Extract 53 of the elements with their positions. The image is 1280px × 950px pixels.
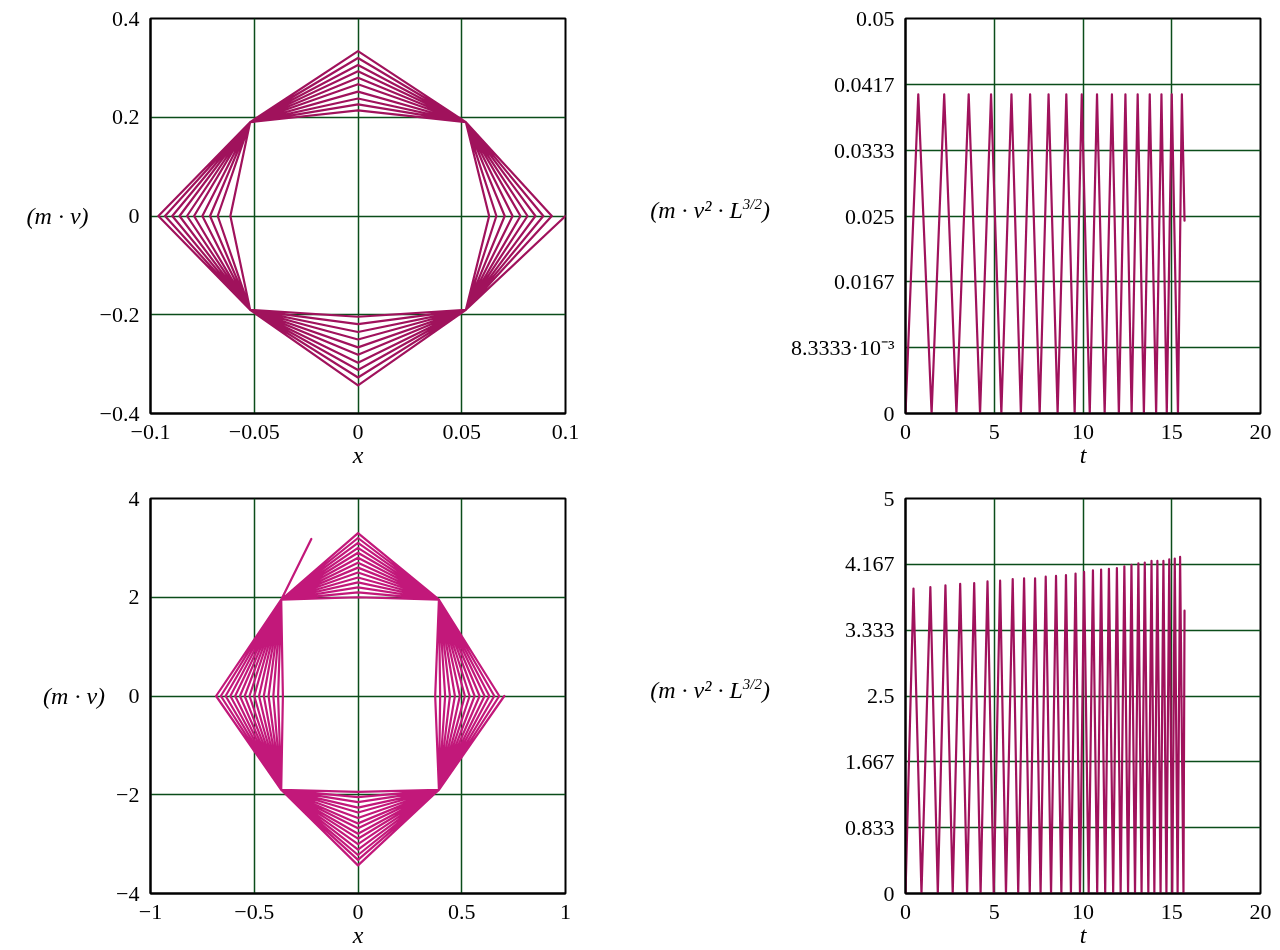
y-axis-title: (m · v² · L$^{3/2}$): [650, 674, 770, 705]
y-tick-label: 0.0333: [834, 137, 895, 163]
x-tick-label: 15: [1160, 898, 1183, 924]
y-tick-label: −2: [116, 781, 140, 807]
line-series: [157, 49, 566, 387]
x-tick-label: 0.05: [442, 418, 481, 444]
x-axis-title: x: [351, 441, 364, 468]
x-tick-label: 0: [352, 418, 364, 444]
y-tick-label: 0: [883, 401, 895, 426]
y-tick-label: 0.4: [112, 5, 140, 31]
x-tick-label: 15: [1160, 418, 1183, 444]
y-axis-title: (m · v): [26, 203, 89, 229]
y-tick-label: −4: [116, 880, 140, 906]
x-tick-label: 20: [1249, 898, 1272, 924]
y-axis-title: (m · v² · L$^{3/2}$): [650, 194, 770, 225]
line-series: [905, 555, 1186, 894]
x-axis-title: t: [1079, 921, 1088, 948]
x-tick-label: 5: [988, 898, 1000, 924]
y-tick-label: 4.167: [845, 551, 895, 577]
y-tick-label: 0: [883, 880, 895, 906]
x-tick-label: 0.1: [551, 418, 580, 444]
x-axis-title: x: [351, 921, 364, 948]
y-tick-label: −0.2: [99, 301, 140, 327]
x-tick-label: −0.05: [228, 418, 280, 444]
x-tick-label: 0: [352, 898, 364, 924]
x-tick-label: 20: [1249, 418, 1272, 444]
x-tick-label: −1: [138, 898, 163, 924]
x-tick-label: 0: [900, 898, 911, 924]
y-axis-title: (m · v): [43, 683, 106, 709]
x-axis-title: t: [1079, 441, 1088, 468]
x-tick-label: 0: [900, 418, 911, 444]
y-tick-label: 0: [128, 203, 140, 228]
y-tick-label: 8.3333·10⁻³: [791, 335, 895, 361]
y-tick-label: 0.025: [845, 203, 895, 229]
x-tick-label: 10: [1072, 898, 1094, 924]
y-tick-label: 2.5: [867, 683, 895, 708]
x-tick-label: 5: [988, 418, 1000, 444]
x-tick-label: 1: [560, 898, 571, 924]
y-tick-label: 0.05: [856, 6, 895, 31]
line-series: [214, 531, 506, 867]
y-tick-label: 0.0167: [834, 269, 895, 295]
y-tick-label: 0.2: [112, 104, 140, 130]
y-tick-label: 0: [128, 683, 140, 708]
y-tick-label: 4: [128, 485, 140, 511]
y-tick-label: 0.833: [845, 814, 895, 840]
y-tick-label: 0.0417: [834, 71, 895, 97]
x-tick-label: 10: [1072, 418, 1094, 444]
y-tick-label: 1.667: [845, 748, 895, 774]
x-tick-label: 0.5: [448, 898, 476, 924]
x-tick-label: −0.5: [234, 898, 275, 924]
y-tick-label: 2: [128, 584, 140, 610]
y-tick-label: 3.333: [845, 617, 895, 643]
y-tick-label: 5: [883, 485, 895, 511]
